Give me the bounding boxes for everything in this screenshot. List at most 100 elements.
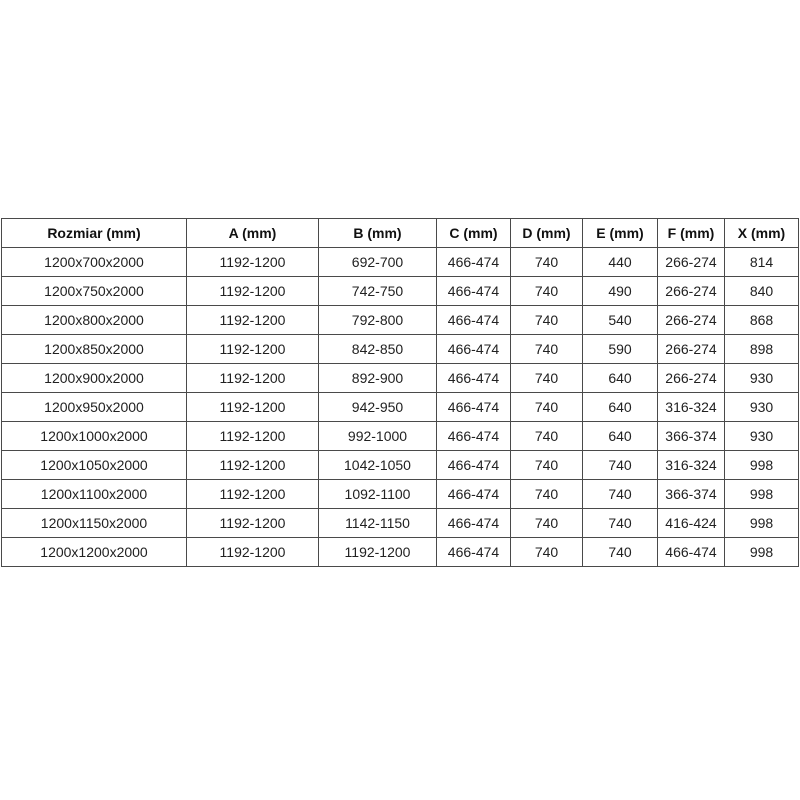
dimension-cell: 1192-1200 <box>186 334 319 364</box>
dimension-cell: 840 <box>724 276 799 306</box>
dimension-cell: 740 <box>510 363 583 393</box>
dimension-cell: 466-474 <box>436 276 511 306</box>
dimension-cell: 266-274 <box>657 276 725 306</box>
dimension-cell: 740 <box>510 537 583 567</box>
dimension-cell: 316-324 <box>657 392 725 422</box>
dimension-cell: 740 <box>510 392 583 422</box>
dimension-cell: 740 <box>510 479 583 509</box>
dimension-cell: 1192-1200 <box>318 537 437 567</box>
dimension-cell: 998 <box>724 450 799 480</box>
dimension-cell: 466-474 <box>436 363 511 393</box>
dimension-cell: 740 <box>582 479 658 509</box>
size-cell: 1200x1000x2000 <box>1 421 187 451</box>
column-header: B (mm) <box>318 218 437 248</box>
dimension-cell: 930 <box>724 421 799 451</box>
dimension-cell: 742-750 <box>318 276 437 306</box>
dimension-cell: 466-474 <box>436 334 511 364</box>
dimension-cell: 942-950 <box>318 392 437 422</box>
dimension-cell: 640 <box>582 421 658 451</box>
dimension-cell: 366-374 <box>657 421 725 451</box>
dimension-cell: 1192-1200 <box>186 479 319 509</box>
dimension-cell: 266-274 <box>657 247 725 277</box>
table-row: 1200x800x2000 1192-1200 792-800 466-474 740 5… <box>1 305 799 335</box>
dimension-cell: 740 <box>582 450 658 480</box>
dimension-cell: 998 <box>724 508 799 538</box>
table-row: 1200x950x2000 1192-1200 942-950 466-474 740 6… <box>1 392 799 422</box>
dimension-cell: 1192-1200 <box>186 305 319 335</box>
dimension-cell: 1192-1200 <box>186 537 319 567</box>
dimension-cell: 1192-1200 <box>186 421 319 451</box>
size-cell: 1200x900x2000 <box>1 363 187 393</box>
table-row: 1200x700x2000 1192-1200 692-700 466-474 740 4… <box>1 247 799 277</box>
dimension-cell: 740 <box>510 508 583 538</box>
dimension-cell: 1142-1150 <box>318 508 437 538</box>
dimension-cell: 466-474 <box>436 305 511 335</box>
dimension-cell: 1192-1200 <box>186 450 319 480</box>
dimension-cell: 1092-1100 <box>318 479 437 509</box>
column-header: X (mm) <box>724 218 799 248</box>
column-header: C (mm) <box>436 218 511 248</box>
size-cell: 1200x1100x2000 <box>1 479 187 509</box>
dimension-cell: 740 <box>582 537 658 567</box>
table-body: 1200x700x2000 1192-1200 692-700 466-474 740 4… <box>1 247 799 567</box>
column-header: F (mm) <box>657 218 725 248</box>
size-cell: 1200x1200x2000 <box>1 537 187 567</box>
dimension-cell: 590 <box>582 334 658 364</box>
dimension-cell: 466-474 <box>657 537 725 567</box>
dimension-cell: 466-474 <box>436 537 511 567</box>
dimension-cell: 466-474 <box>436 392 511 422</box>
dimension-cell: 998 <box>724 479 799 509</box>
dimension-cell: 540 <box>582 305 658 335</box>
dimension-cell: 898 <box>724 334 799 364</box>
dimension-cell: 740 <box>510 450 583 480</box>
column-header: D (mm) <box>510 218 583 248</box>
dimension-cell: 416-424 <box>657 508 725 538</box>
dimension-cell: 640 <box>582 363 658 393</box>
dimension-cell: 814 <box>724 247 799 277</box>
dimension-cell: 1042-1050 <box>318 450 437 480</box>
dimension-cell: 266-274 <box>657 334 725 364</box>
dimension-cell: 1192-1200 <box>186 363 319 393</box>
table-row: 1200x1050x2000 1192-1200 1042-1050 466-474 7… <box>1 450 799 480</box>
dimension-cell: 466-474 <box>436 247 511 277</box>
size-cell: 1200x1050x2000 <box>1 450 187 480</box>
dimension-cell: 640 <box>582 392 658 422</box>
dimension-cell: 692-700 <box>318 247 437 277</box>
dimension-cell: 842-850 <box>318 334 437 364</box>
table-row: 1200x1200x2000 1192-1200 1192-1200 466-474 7… <box>1 537 799 567</box>
dimension-cell: 892-900 <box>318 363 437 393</box>
dimension-cell: 740 <box>582 508 658 538</box>
size-cell: 1200x750x2000 <box>1 276 187 306</box>
column-header: Rozmiar (mm) <box>1 218 187 248</box>
dimension-cell: 466-474 <box>436 508 511 538</box>
dimension-cell: 930 <box>724 392 799 422</box>
table-row: 1200x750x2000 1192-1200 742-750 466-474 740 4… <box>1 276 799 306</box>
dimension-cell: 266-274 <box>657 363 725 393</box>
dimension-cell: 740 <box>510 276 583 306</box>
size-chart-table: Rozmiar (mm) A (mm) B (mm) C (mm) D (mm) E (m… <box>1 218 799 567</box>
table-row: 1200x900x2000 1192-1200 892-900 466-474 740 6… <box>1 363 799 393</box>
table-row: 1200x850x2000 1192-1200 842-850 466-474 740 5… <box>1 334 799 364</box>
dimension-cell: 490 <box>582 276 658 306</box>
column-header: E (mm) <box>582 218 658 248</box>
dimension-cell: 740 <box>510 247 583 277</box>
dimension-cell: 266-274 <box>657 305 725 335</box>
dimension-cell: 992-1000 <box>318 421 437 451</box>
size-cell: 1200x800x2000 <box>1 305 187 335</box>
size-cell: 1200x1150x2000 <box>1 508 187 538</box>
dimension-cell: 868 <box>724 305 799 335</box>
header-row: Rozmiar (mm) A (mm) B (mm) C (mm) D (mm) E (m… <box>1 218 799 248</box>
dimension-cell: 466-474 <box>436 421 511 451</box>
size-chart-container: Rozmiar (mm) A (mm) B (mm) C (mm) D (mm) E (m… <box>1 218 799 567</box>
dimension-cell: 740 <box>510 421 583 451</box>
size-cell: 1200x700x2000 <box>1 247 187 277</box>
dimension-cell: 1192-1200 <box>186 276 319 306</box>
table-row: 1200x1150x2000 1192-1200 1142-1150 466-474 7… <box>1 508 799 538</box>
dimension-cell: 930 <box>724 363 799 393</box>
dimension-cell: 1192-1200 <box>186 247 319 277</box>
dimension-cell: 316-324 <box>657 450 725 480</box>
dimension-cell: 792-800 <box>318 305 437 335</box>
dimension-cell: 466-474 <box>436 479 511 509</box>
dimension-cell: 440 <box>582 247 658 277</box>
